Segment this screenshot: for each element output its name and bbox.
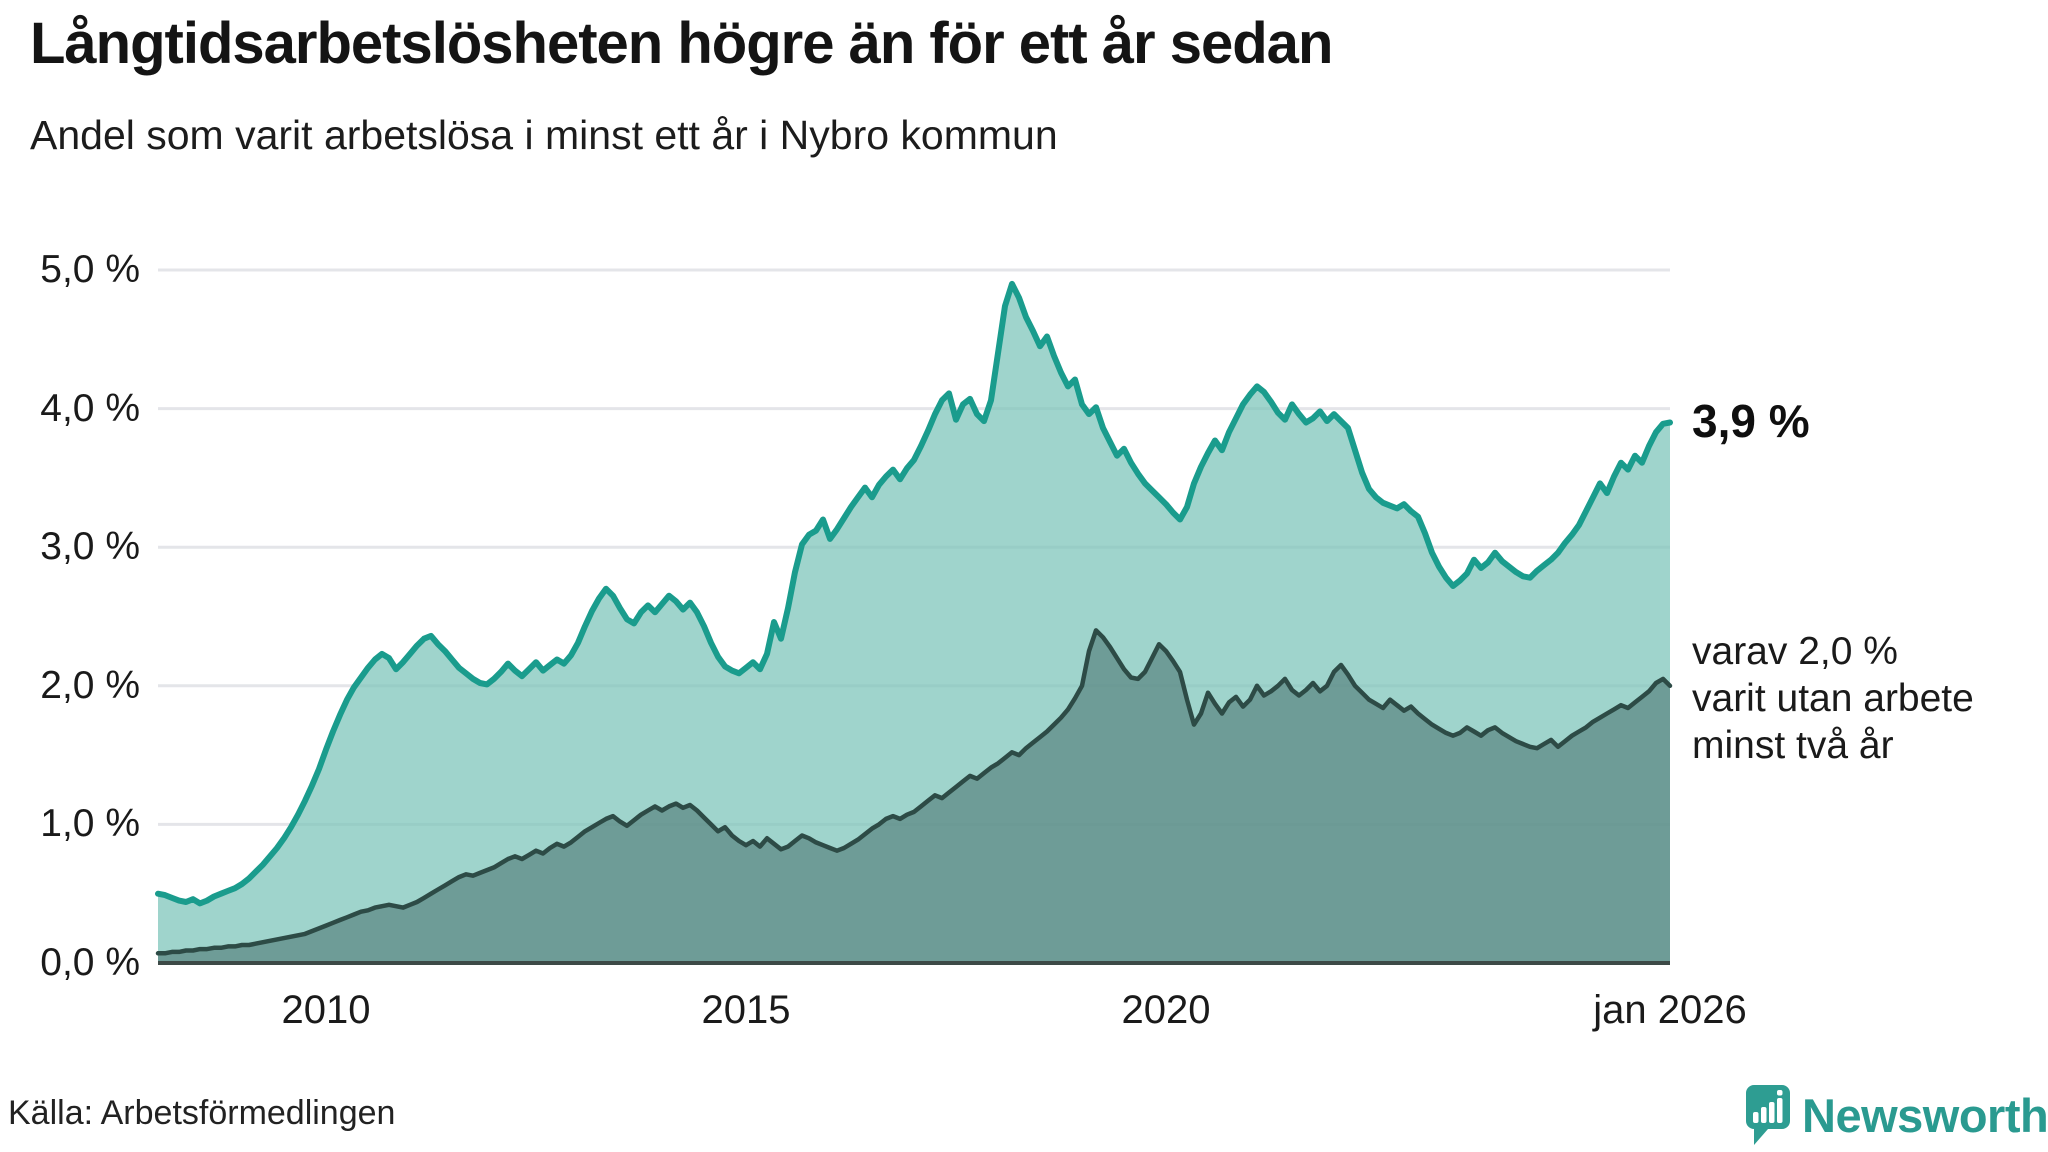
chart-subtitle: Andel som varit arbetslösa i minst ett å…	[30, 112, 1058, 158]
area-series-two-years	[158, 630, 1670, 963]
x-axis-tick-label: 2020	[1121, 988, 1211, 1032]
chart-areas	[155, 280, 1673, 963]
line-series-one-year	[155, 280, 1673, 907]
page-title: Långtidsarbetslösheten högre än för ett …	[30, 11, 1333, 76]
x-axis-tick-label: 2010	[281, 988, 371, 1032]
two-year-annotation: varav 2,0 % varit utan arbete minst två …	[1692, 628, 1974, 769]
annotation-line-3: minst två år	[1692, 723, 1894, 767]
line-series-two-years	[155, 628, 1673, 956]
y-axis-tick-label: 0,0 %	[40, 941, 140, 984]
annotation-line-2: varit utan arbete	[1692, 676, 1974, 720]
newsworthy-logo[interactable]: Newsworthy	[1744, 1082, 2048, 1148]
latest-value-label: 3,9 %	[1692, 395, 1810, 448]
bar-1	[1753, 1112, 1759, 1123]
exclamation-dot	[1777, 1090, 1783, 1096]
y-axis-tick-label: 3,0 %	[40, 525, 140, 569]
bar-2	[1761, 1107, 1767, 1123]
y-axis-tick-label: 4,0 %	[40, 386, 140, 430]
bar-3	[1769, 1102, 1775, 1123]
newsworthy-logo-icon	[1744, 1083, 1792, 1147]
y-axis-tick-label: 2,0 %	[40, 663, 140, 707]
x-axis-tick-label: jan 2026	[1593, 988, 1747, 1032]
y-axis-tick-label: 1,0 %	[40, 802, 140, 846]
source-label: Källa: Arbetsförmedlingen	[8, 1094, 396, 1132]
speech-bubble-shape	[1746, 1085, 1790, 1145]
annotation-line-1: varav 2,0 %	[1692, 629, 1898, 673]
newsworthy-brand-text: Newsworthy	[1802, 1088, 2048, 1142]
exclamation-bar	[1777, 1098, 1783, 1123]
x-axis-tick-label: 2015	[701, 988, 791, 1032]
y-axis-tick-label: 5,0 %	[40, 248, 140, 291]
